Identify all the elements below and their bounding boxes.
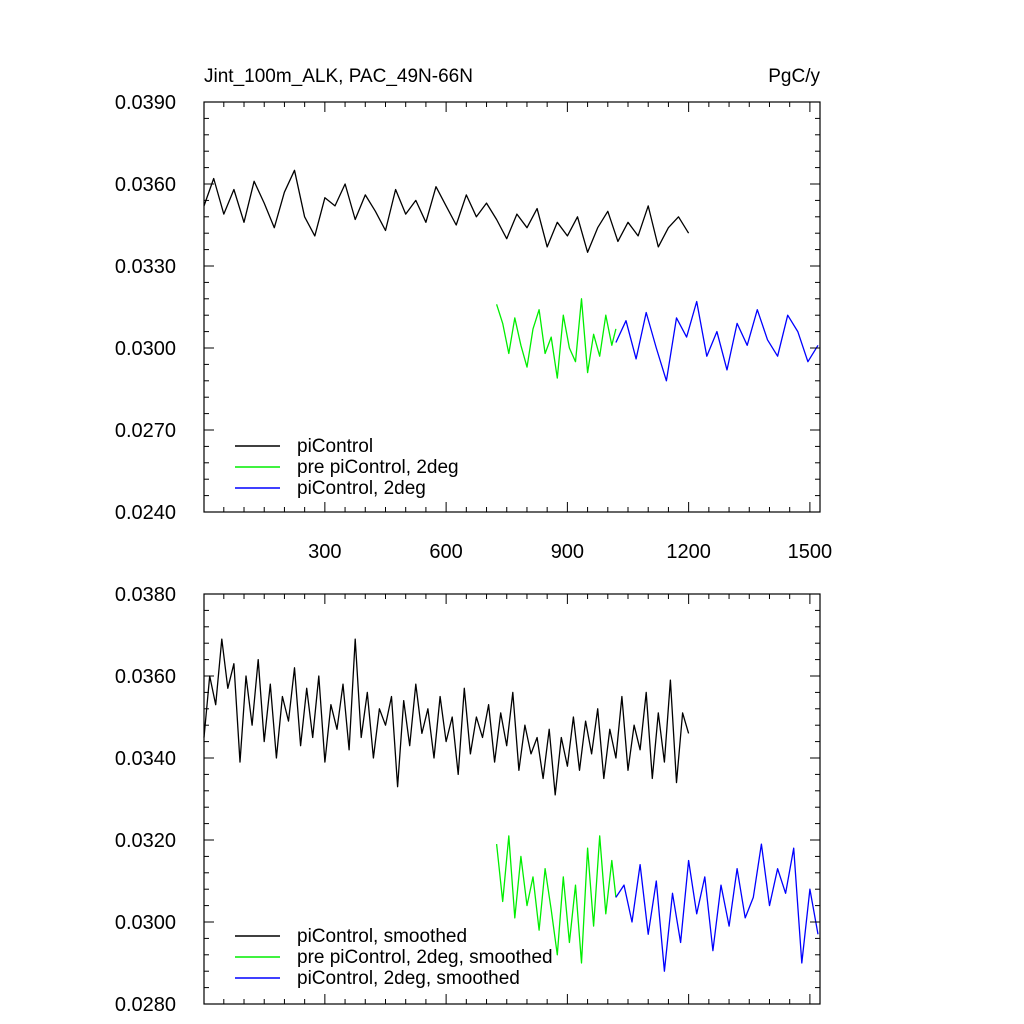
top-x-tick-label: 1500 — [788, 541, 833, 563]
bottom-y-tick-label: 0.0340 — [115, 748, 176, 770]
bottom-series-line-1 — [495, 835, 617, 964]
top-series-line-2 — [615, 300, 819, 382]
bottom-y-tick-label: 0.0320 — [115, 830, 176, 852]
bottom-legend-label-2: piControl, 2deg, smoothed — [297, 968, 520, 989]
top-legend-label-2: piControl, 2deg — [297, 478, 426, 499]
top-x-tick-label: 300 — [308, 541, 341, 563]
bottom-y-tick-label: 0.0280 — [115, 994, 176, 1016]
top-y-tick-label: 0.0270 — [115, 420, 176, 442]
top-series-line-0 — [203, 169, 690, 253]
bottom-tick-layer: 0.0280 0.0300 0.0320 0.0340 0.0360 0.0380 — [115, 584, 820, 1016]
top-tick-layer: 300 600 900 1200 1500 0.0240 0.0270 0.0300 0.033… — [115, 92, 832, 563]
top-chart-units: PgC/y — [768, 66, 820, 87]
bottom-series-layer — [203, 638, 819, 972]
top-legend-label-0: piControl — [297, 436, 373, 457]
bottom-y-tick-label: 0.0300 — [115, 912, 176, 934]
bottom-y-tick-label: 0.0380 — [115, 584, 176, 606]
top-y-tick-label: 0.0390 — [115, 92, 176, 114]
top-chart-title: Jint_100m_ALK, PAC_49N-66N — [204, 66, 473, 87]
bottom-panel: 0.0280 0.0300 0.0320 0.0340 0.0360 0.0380 piC… — [115, 584, 821, 1016]
bottom-plot-frame — [203, 593, 821, 1005]
top-y-tick-label: 0.0300 — [115, 338, 176, 360]
top-y-tick-label: 0.0240 — [115, 502, 176, 524]
bottom-legend-label-0: piControl, smoothed — [297, 926, 467, 947]
top-panel: Jint_100m_ALK, PAC_49N-66N PgC/y 300 600 9… — [115, 66, 832, 563]
top-y-tick-label: 0.0360 — [115, 174, 176, 196]
top-series-layer — [203, 169, 819, 382]
top-plot-frame — [203, 101, 821, 513]
top-y-tick-label: 0.0330 — [115, 256, 176, 278]
top-series-line-1 — [495, 298, 617, 379]
bottom-legend-label-1: pre piControl, 2deg, smoothed — [297, 947, 553, 968]
top-x-tick-label: 1200 — [666, 541, 711, 563]
bottom-series-line-0 — [203, 638, 690, 796]
bottom-y-tick-label: 0.0360 — [115, 666, 176, 688]
top-x-tick-label: 600 — [429, 541, 462, 563]
top-legend-label-1: pre piControl, 2deg — [297, 457, 459, 478]
top-x-tick-label: 900 — [551, 541, 584, 563]
bottom-series-line-2 — [615, 843, 819, 972]
